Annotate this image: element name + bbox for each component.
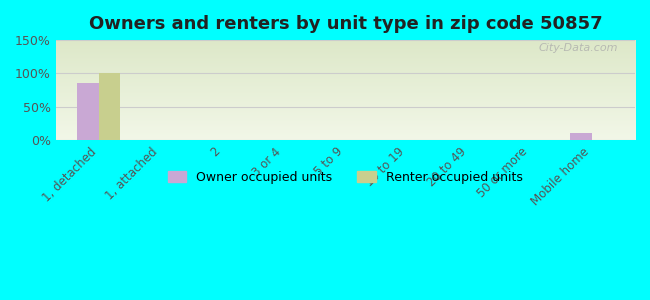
Text: City-Data.com: City-Data.com — [538, 43, 617, 53]
Bar — [570, 133, 592, 140]
Title: Owners and renters by unit type in zip code 50857: Owners and renters by unit type in zip c… — [88, 15, 602, 33]
Bar — [99, 74, 120, 140]
Bar — [77, 83, 99, 140]
Legend: Owner occupied units, Renter occupied units: Owner occupied units, Renter occupied un… — [162, 166, 528, 189]
